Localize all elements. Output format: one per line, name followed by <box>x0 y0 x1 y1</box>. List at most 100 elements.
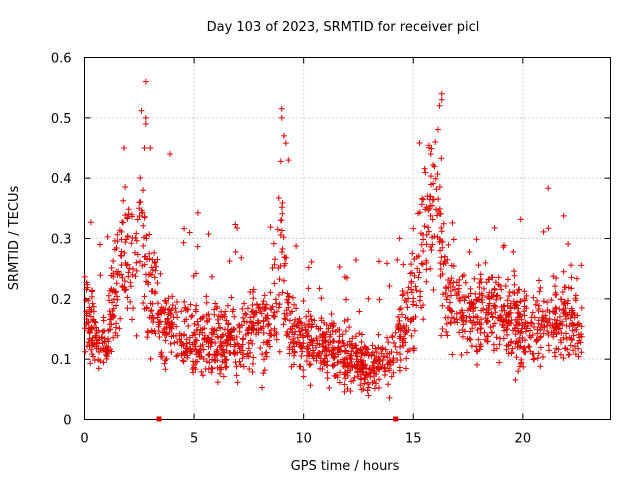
data-point <box>449 219 456 226</box>
data-point <box>558 330 565 337</box>
data-point <box>438 96 445 103</box>
data-point <box>478 325 485 332</box>
data-point <box>570 332 577 339</box>
data-point <box>518 316 525 323</box>
data-point <box>420 316 427 323</box>
data-point <box>239 355 246 362</box>
data-point <box>241 300 248 307</box>
data-point <box>189 332 196 339</box>
data-point <box>147 145 154 151</box>
data-point <box>518 356 525 363</box>
data-point <box>272 296 279 303</box>
data-point <box>504 331 511 338</box>
data-point <box>111 246 118 253</box>
data-point <box>171 339 178 346</box>
data-point <box>418 201 425 208</box>
data-point <box>542 312 549 319</box>
data-point <box>370 364 377 371</box>
data-point <box>545 225 552 232</box>
data-point <box>286 317 293 324</box>
data-point <box>322 352 329 359</box>
data-point <box>517 298 524 305</box>
data-point <box>88 346 95 353</box>
data-point <box>97 272 104 279</box>
data-point <box>109 299 116 306</box>
data-point <box>424 193 431 200</box>
data-point <box>421 165 428 172</box>
data-point <box>302 327 309 334</box>
data-point <box>313 323 320 330</box>
data-point <box>339 331 346 338</box>
data-point <box>281 262 288 269</box>
data-point <box>459 294 466 301</box>
data-point <box>568 336 575 343</box>
data-point <box>567 314 574 321</box>
data-point <box>486 305 493 312</box>
data-point <box>365 392 372 399</box>
y-tick-label: 0.2 <box>51 293 72 308</box>
data-point <box>458 314 465 321</box>
data-point <box>475 262 482 269</box>
data-point <box>164 315 171 322</box>
data-point <box>394 256 401 263</box>
data-point <box>341 348 348 355</box>
data-point <box>415 274 422 281</box>
data-point <box>162 337 169 344</box>
data-point <box>575 320 582 327</box>
data-point <box>440 220 447 227</box>
data-point <box>384 361 391 368</box>
data-point <box>490 323 497 330</box>
data-point <box>473 343 480 350</box>
data-point <box>267 289 274 296</box>
data-point <box>211 357 218 364</box>
data-point <box>117 252 124 259</box>
data-point <box>552 283 559 290</box>
data-point <box>571 326 578 333</box>
data-point <box>408 269 415 276</box>
data-point <box>553 305 560 312</box>
x-tick-label: 20 <box>515 432 532 447</box>
data-point <box>267 327 274 334</box>
data-point <box>325 339 332 346</box>
data-point <box>527 319 534 326</box>
data-point <box>162 366 169 373</box>
data-point <box>219 332 226 339</box>
data-point <box>550 273 557 280</box>
data-point <box>232 341 239 348</box>
data-point <box>365 295 372 302</box>
data-point <box>393 349 400 356</box>
data-point <box>386 282 393 289</box>
data-point <box>84 284 91 291</box>
data-point <box>376 258 383 265</box>
data-point <box>151 274 158 281</box>
data-point <box>289 294 296 301</box>
data-point <box>511 281 518 288</box>
data-point <box>515 328 522 335</box>
data-point <box>428 181 435 188</box>
data-point <box>271 325 278 332</box>
data-point <box>333 372 340 379</box>
data-point <box>269 265 276 272</box>
data-point <box>397 351 404 358</box>
data-point <box>530 350 537 357</box>
data-point <box>574 321 581 328</box>
data-point <box>397 327 404 334</box>
data-point <box>490 341 497 348</box>
data-point <box>220 331 227 338</box>
data-point <box>247 349 254 356</box>
data-point <box>114 332 121 339</box>
data-point <box>176 330 183 337</box>
data-point <box>186 229 193 236</box>
data-point <box>96 241 103 248</box>
data-point <box>107 346 114 353</box>
data-point <box>428 145 435 152</box>
data-point <box>453 310 460 317</box>
data-point <box>556 321 563 328</box>
data-point <box>578 304 585 311</box>
data-point <box>269 303 276 310</box>
data-point <box>380 353 387 360</box>
data-point <box>552 324 559 331</box>
data-point <box>107 311 114 318</box>
data-point <box>343 296 350 303</box>
